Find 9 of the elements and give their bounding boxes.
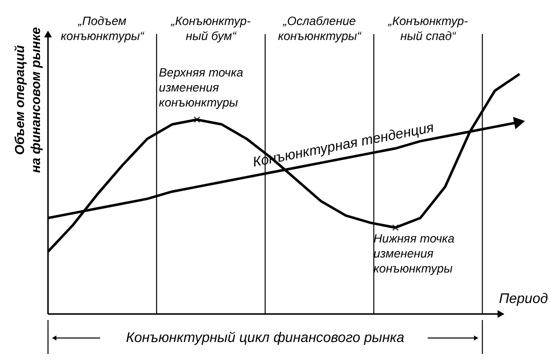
x-axis-title: Период [498, 290, 548, 306]
annotation: Нижняя точка изменения конъюнктуры [373, 232, 455, 276]
text: „Конъюнктур- ный бум“ [170, 14, 251, 43]
text: „Подъем конъюнктуры“ [60, 14, 145, 43]
text: „Конъюнктур- ный спад“ [387, 14, 468, 43]
text: „Ослабление конъюнктуры“ [278, 14, 362, 43]
text: Конъюнктурный цикл финансового рынка [126, 329, 405, 345]
y-axis-title: Объем операций на финансовом рынке [12, 27, 43, 173]
annotation: Верхняя точка изменения конъюнктуры [158, 66, 244, 110]
